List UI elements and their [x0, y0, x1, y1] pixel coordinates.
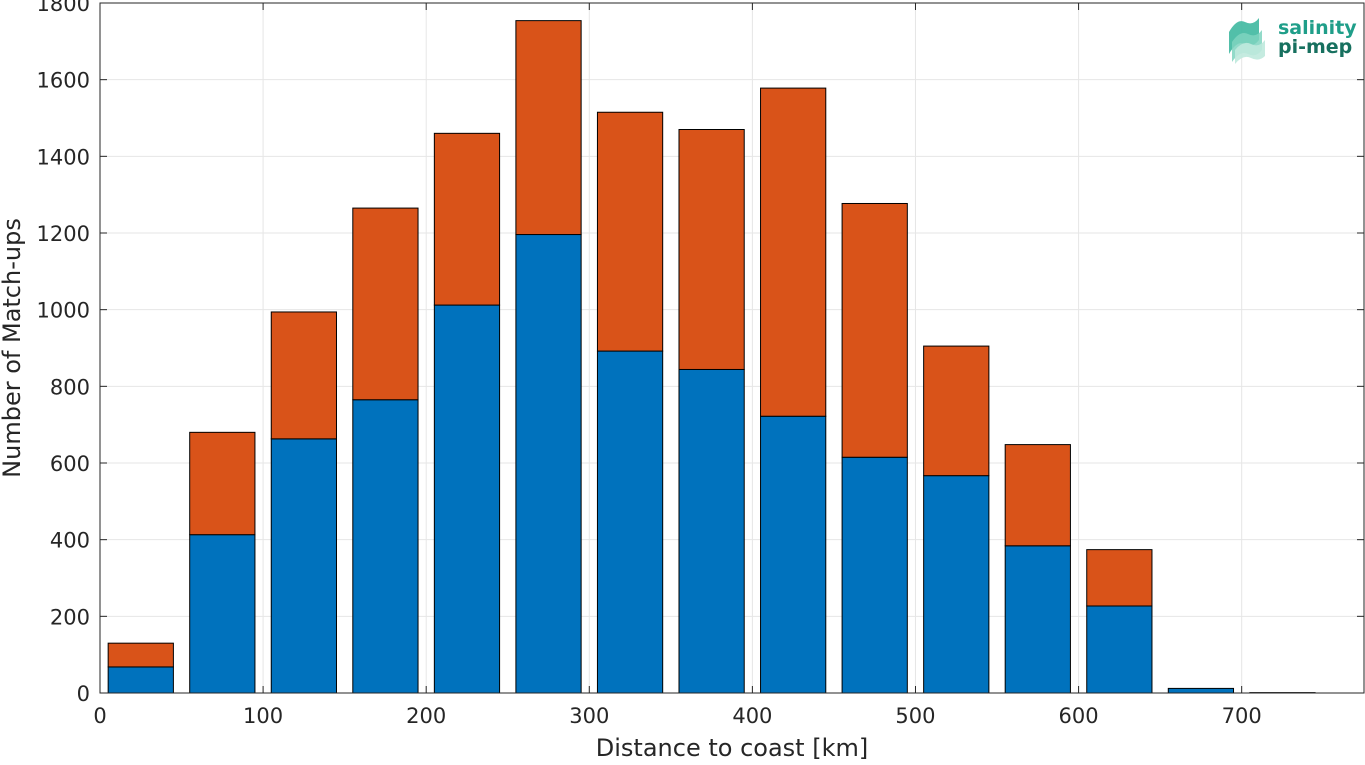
- wave-logo-icon: [1229, 18, 1265, 64]
- bar-series1-bin-675: [1168, 688, 1233, 693]
- bar-series1-bin-525: [924, 476, 989, 693]
- x-tick-label: 700: [1222, 704, 1262, 728]
- x-axis-label: Distance to coast [km]: [596, 734, 868, 761]
- y-tick-label: 1000: [37, 299, 90, 323]
- x-tick-label: 200: [406, 704, 446, 728]
- x-tick-label: 400: [732, 704, 772, 728]
- y-tick-label: 400: [50, 529, 90, 553]
- bar-series1-bin-375: [679, 369, 744, 693]
- bar-series2-bin-75: [190, 432, 255, 534]
- y-tick-label: 1600: [37, 69, 90, 93]
- bar-series2-bin-125: [271, 312, 336, 439]
- x-tick-label: 0: [93, 704, 106, 728]
- x-tick-label: 300: [569, 704, 609, 728]
- bar-series1-bin-225: [434, 305, 499, 693]
- bar-series1-bin-325: [597, 351, 662, 693]
- logo-text-line2: pi-mep: [1278, 36, 1352, 58]
- bar-series1-bin-25: [108, 667, 173, 693]
- bar-series1-bin-175: [353, 400, 418, 693]
- bar-series1-bin-275: [516, 235, 581, 693]
- bar-series2-bin-25: [108, 643, 173, 667]
- bar-series1-bin-625: [1087, 606, 1152, 693]
- bar-series2-bin-575: [1005, 445, 1070, 546]
- bar-series2-bin-175: [353, 208, 418, 400]
- bar-series1-bin-75: [190, 535, 255, 693]
- y-tick-label: 800: [50, 375, 90, 399]
- y-axis-label: Number of Match-ups: [0, 218, 26, 478]
- bar-series1-bin-125: [271, 439, 336, 693]
- bar-series2-bin-375: [679, 130, 744, 370]
- y-tick-label: 1800: [37, 0, 90, 16]
- x-tick-label: 600: [1059, 704, 1099, 728]
- y-tick-label: 0: [77, 682, 90, 706]
- salinity-pimep-logo: salinity pi-mep: [1229, 17, 1357, 64]
- y-tick-label: 1400: [37, 145, 90, 169]
- bars: [108, 21, 1315, 693]
- x-tick-label: 500: [895, 704, 935, 728]
- bar-series2-bin-625: [1087, 550, 1152, 606]
- y-tick-label: 200: [50, 605, 90, 629]
- bar-series2-bin-425: [761, 88, 826, 416]
- bar-series1-bin-475: [842, 457, 907, 693]
- bar-series2-bin-475: [842, 203, 907, 457]
- bar-series1-bin-425: [761, 416, 826, 693]
- bar-series2-bin-275: [516, 21, 581, 235]
- y-tick-label: 600: [50, 452, 90, 476]
- bar-series2-bin-325: [597, 112, 662, 351]
- bar-series2-bin-525: [924, 346, 989, 476]
- bar-series2-bin-225: [434, 133, 499, 305]
- x-tick-label: 100: [243, 704, 283, 728]
- bar-series1-bin-575: [1005, 546, 1070, 693]
- y-tick-label: 1200: [37, 222, 90, 246]
